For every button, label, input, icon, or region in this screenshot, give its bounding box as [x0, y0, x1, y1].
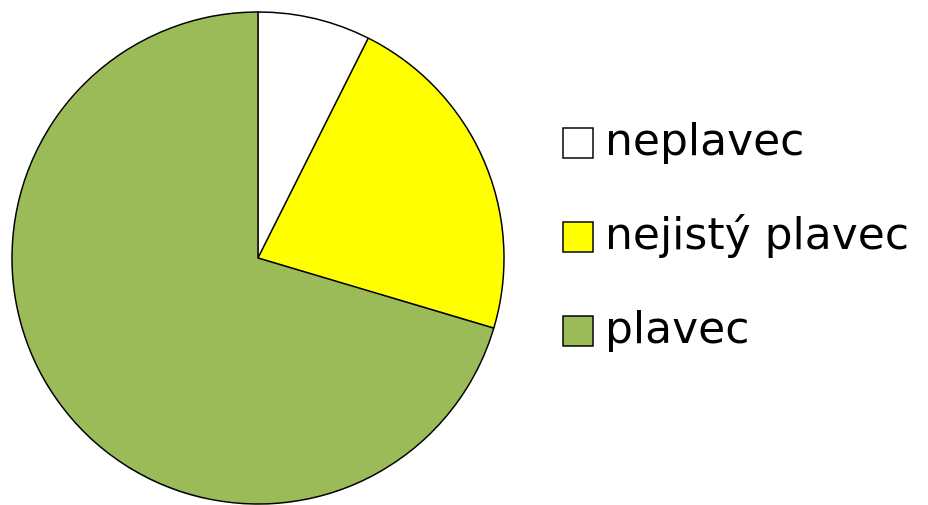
- legend-swatch: [562, 315, 594, 347]
- legend-label: plavec: [605, 303, 749, 354]
- legend-label: neplavec: [605, 115, 804, 166]
- legend-swatch: [562, 221, 594, 253]
- legend-label: nejistý plavec: [605, 209, 909, 260]
- legend-swatch: [562, 127, 594, 159]
- pie-slice: [11, 11, 495, 505]
- pie-slice: [256, 37, 505, 330]
- pie-slice: [257, 11, 370, 259]
